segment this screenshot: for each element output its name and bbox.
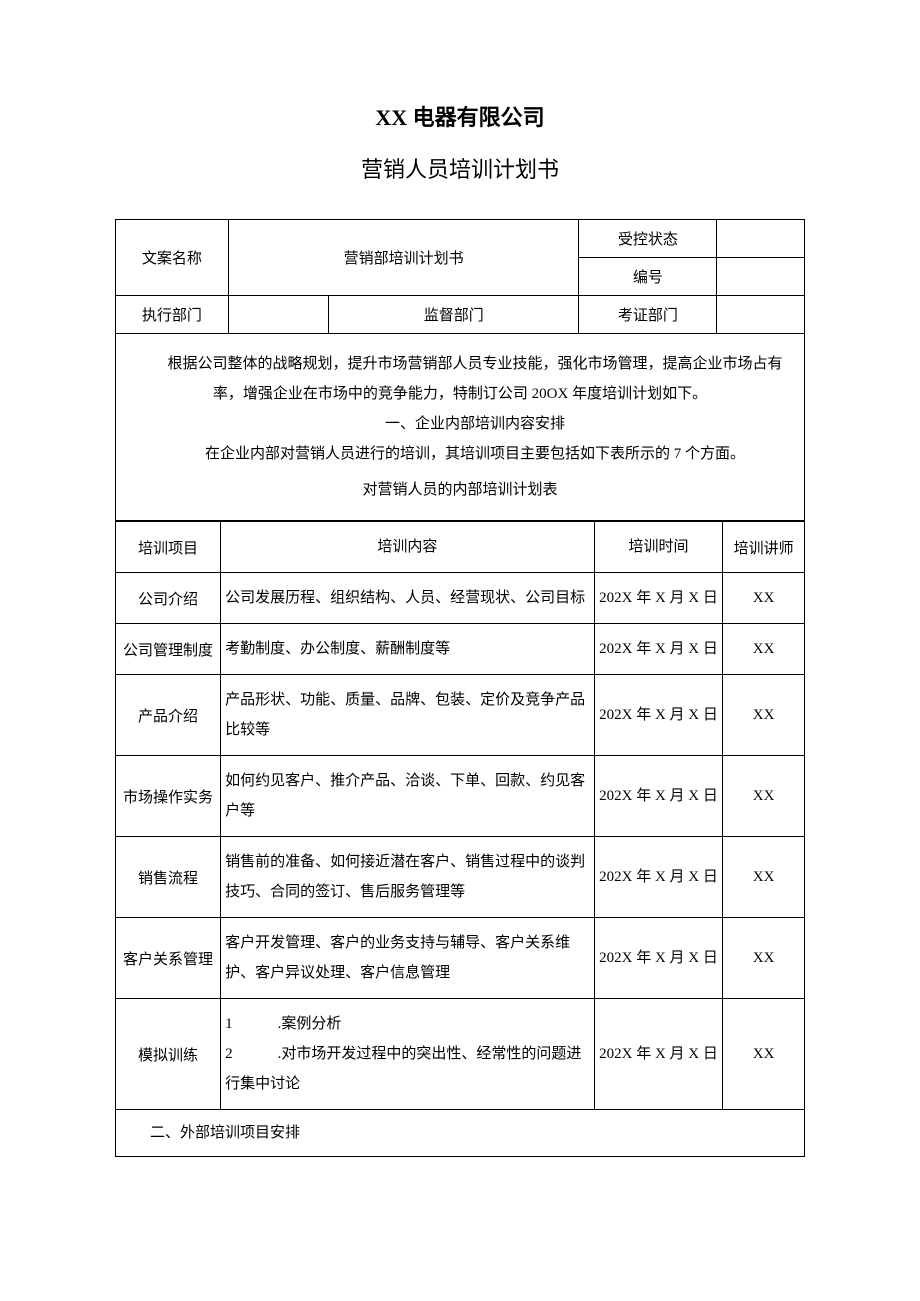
row-content-line1: 1 .案例分析	[225, 1009, 590, 1039]
th-item: 培训项目	[116, 522, 221, 573]
row-time: 202X 年 X 月 X 日	[594, 624, 722, 675]
verify-dept-value	[717, 296, 805, 334]
row-content: 如何约见客户、推介产品、洽谈、下单、回款、约见客户等	[221, 756, 595, 837]
row-content: 销售前的准备、如何接近潜在客户、销售过程中的谈判技巧、合同的签订、售后服务管理等	[221, 837, 595, 918]
intro-section: 根据公司整体的战略规划，提升市场营销部人员专业技能，强化市场管理，提高企业市场占…	[116, 334, 805, 521]
row-content: 客户开发管理、客户的业务支持与辅导、客户关系维护、客户异议处理、客户信息管理	[221, 918, 595, 999]
doc-name-label: 文案名称	[116, 220, 229, 296]
table-row: 模拟训练 1 .案例分析 2 .对市场开发过程中的突出性、经常性的问题进行集中讨…	[116, 999, 805, 1110]
th-content: 培训内容	[221, 522, 595, 573]
table-row: 公司介绍 公司发展历程、组织结构、人员、经营现状、公司目标 202X 年 X 月…	[116, 573, 805, 624]
row-content: 考勤制度、办公制度、薪酬制度等	[221, 624, 595, 675]
supervise-dept-label: 监督部门	[328, 296, 579, 334]
row-time: 202X 年 X 月 X 日	[594, 675, 722, 756]
intro-paragraph: 根据公司整体的战略规划，提升市场营销部人员专业技能，强化市场管理，提高企业市场占…	[136, 349, 784, 409]
table-row: 客户关系管理 客户开发管理、客户的业务支持与辅导、客户关系维护、客户异议处理、客…	[116, 918, 805, 999]
company-title: XX 电器有限公司	[115, 100, 805, 132]
verify-dept-label: 考证部门	[579, 296, 717, 334]
number-label: 编号	[579, 258, 717, 296]
doc-name-value: 营销部培训计划书	[228, 220, 579, 296]
row-lecturer: XX	[723, 624, 805, 675]
header-table: 文案名称 营销部培训计划书 受控状态 编号 执行部门 监督部门 考证部门 根据公…	[115, 219, 805, 521]
control-status-label: 受控状态	[579, 220, 717, 258]
row-lecturer: XX	[723, 837, 805, 918]
row-item: 公司管理制度	[116, 624, 221, 675]
row-lecturer: XX	[723, 675, 805, 756]
section2-title: 二、外部培训项目安排	[116, 1110, 805, 1157]
number-value	[717, 258, 805, 296]
row-item: 销售流程	[116, 837, 221, 918]
table-row: 销售流程 销售前的准备、如何接近潜在客户、销售过程中的谈判技巧、合同的签订、售后…	[116, 837, 805, 918]
th-time: 培训时间	[594, 522, 722, 573]
th-lecturer: 培训讲师	[723, 522, 805, 573]
table-row: 公司管理制度 考勤制度、办公制度、薪酬制度等 202X 年 X 月 X 日 XX	[116, 624, 805, 675]
row-item: 模拟训练	[116, 999, 221, 1110]
row-content-line2: 2 .对市场开发过程中的突出性、经常性的问题进行集中讨论	[225, 1039, 590, 1099]
row-time: 202X 年 X 月 X 日	[594, 756, 722, 837]
row-content: 产品形状、功能、质量、品牌、包装、定价及竞争产品比较等	[221, 675, 595, 756]
training-table-caption: 对营销人员的内部培训计划表	[136, 475, 784, 505]
row-item: 市场操作实务	[116, 756, 221, 837]
control-status-value	[717, 220, 805, 258]
row-lecturer: XX	[723, 918, 805, 999]
row-time: 202X 年 X 月 X 日	[594, 573, 722, 624]
exec-dept-label: 执行部门	[116, 296, 229, 334]
row-lecturer: XX	[723, 573, 805, 624]
row-item: 客户关系管理	[116, 918, 221, 999]
table-row: 市场操作实务 如何约见客户、推介产品、洽谈、下单、回款、约见客户等 202X 年…	[116, 756, 805, 837]
row-time: 202X 年 X 月 X 日	[594, 999, 722, 1110]
document-title: 营销人员培训计划书	[115, 152, 805, 184]
row-lecturer: XX	[723, 756, 805, 837]
exec-dept-value	[228, 296, 328, 334]
training-table: 培训项目 培训内容 培训时间 培训讲师 公司介绍 公司发展历程、组织结构、人员、…	[115, 521, 805, 1157]
section1-desc: 在企业内部对营销人员进行的培训，其培训项目主要包括如下表所示的 7 个方面。	[136, 439, 784, 469]
row-content: 公司发展历程、组织结构、人员、经营现状、公司目标	[221, 573, 595, 624]
section1-title: 一、企业内部培训内容安排	[136, 409, 784, 439]
table-row: 产品介绍 产品形状、功能、质量、品牌、包装、定价及竞争产品比较等 202X 年 …	[116, 675, 805, 756]
row-lecturer: XX	[723, 999, 805, 1110]
row-time: 202X 年 X 月 X 日	[594, 837, 722, 918]
row-content: 1 .案例分析 2 .对市场开发过程中的突出性、经常性的问题进行集中讨论	[221, 999, 595, 1110]
row-item: 公司介绍	[116, 573, 221, 624]
row-item: 产品介绍	[116, 675, 221, 756]
row-time: 202X 年 X 月 X 日	[594, 918, 722, 999]
